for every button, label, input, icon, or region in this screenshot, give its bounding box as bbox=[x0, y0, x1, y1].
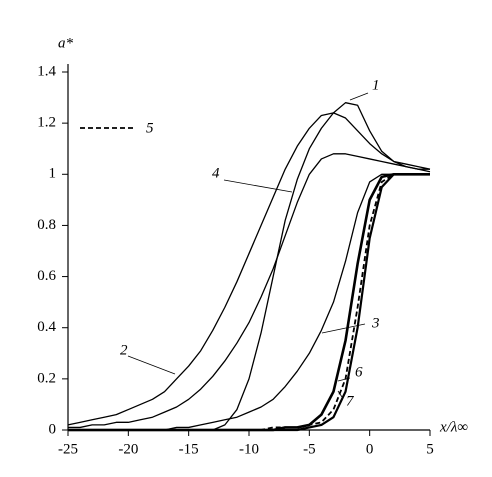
curve-label: 7 bbox=[346, 393, 355, 409]
y-tick-label: 1.2 bbox=[37, 115, 56, 131]
x-tick-label: -20 bbox=[118, 441, 138, 457]
curve-label: 2 bbox=[120, 342, 128, 358]
curve bbox=[68, 102, 431, 431]
x-tick-label: -15 bbox=[179, 441, 199, 457]
y-tick-label: 0.8 bbox=[37, 217, 56, 233]
leader-line bbox=[127, 355, 176, 375]
y-tick-label: 0.2 bbox=[37, 370, 56, 386]
x-axis-label: x/λ∞ bbox=[439, 419, 468, 435]
y-tick-label: 1.4 bbox=[37, 63, 56, 79]
y-tick-label: 0.6 bbox=[37, 268, 56, 284]
legend-label: 5 bbox=[146, 120, 154, 136]
curve-label: 6 bbox=[355, 364, 363, 380]
x-tick-label: -5 bbox=[303, 441, 316, 457]
curve-label: 4 bbox=[212, 165, 220, 181]
leader-line bbox=[349, 92, 369, 101]
leader-line bbox=[223, 179, 293, 193]
curve bbox=[68, 153, 430, 429]
curve bbox=[68, 173, 430, 432]
leader-line bbox=[337, 390, 343, 398]
curve-label: 1 bbox=[372, 77, 380, 93]
y-axis-label: a* bbox=[58, 35, 74, 51]
x-tick-label: -10 bbox=[239, 441, 259, 457]
y-tick-label: 0.4 bbox=[37, 319, 56, 335]
y-tick-label: 1 bbox=[49, 166, 57, 182]
curve bbox=[67, 112, 431, 426]
x-tick-label: 0 bbox=[366, 441, 374, 457]
y-tick-label: 0 bbox=[49, 421, 57, 437]
curve-label: 3 bbox=[371, 315, 380, 331]
x-tick-label: 5 bbox=[426, 441, 434, 457]
x-tick-label: -25 bbox=[58, 441, 78, 457]
